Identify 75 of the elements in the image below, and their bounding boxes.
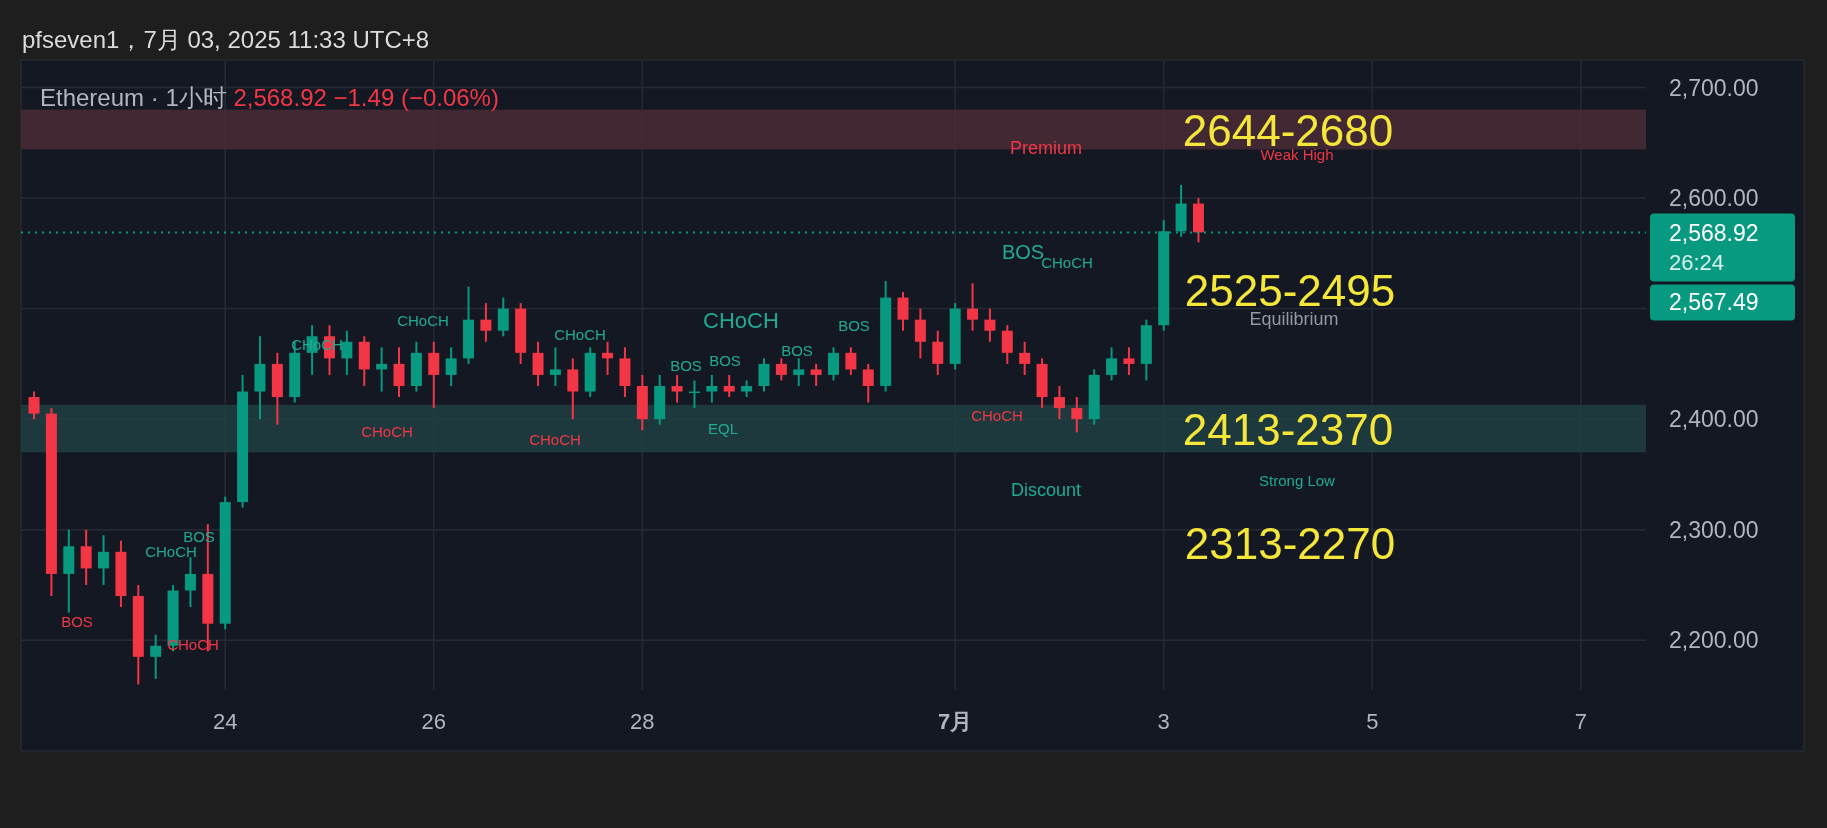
chart-title: pfseven1，7月 03, 2025 11:33 UTC+8 [22,26,430,53]
annotation: Equilibrium [1249,309,1339,329]
y-tick-label: 2,200.00 [1669,627,1759,654]
candlestick [862,362,874,404]
annotation: CHoCH [703,308,779,333]
x-tick-label: 24 [212,709,238,734]
candlestick [706,373,718,404]
annotation: CHoCH [397,312,449,329]
annotation: BOS [781,342,813,359]
candlestick [1123,346,1135,376]
candlestick [184,556,196,609]
candlestick [28,390,40,421]
candlestick [1053,385,1065,421]
candlestick [967,282,979,332]
y-tick-label: 2,300.00 [1669,516,1759,543]
x-tick-label: 28 [630,709,655,734]
text: Ethereum · 1小时 [40,84,234,111]
annotation: BOS [61,613,93,630]
candlestick [897,291,909,332]
candlestick [1001,324,1013,365]
annotation: CHoCH [145,543,197,560]
candlestick [793,357,805,387]
candlestick [810,362,822,387]
x-tick-label: 7月 [938,709,973,734]
candlestick [549,346,561,387]
x-tick-label: 26 [421,709,447,734]
candlestick [845,346,857,376]
candlestick [723,373,735,399]
candlestick [480,302,492,343]
candlestick [376,346,388,393]
annotation: BOS [838,317,870,334]
candlestick [932,329,944,376]
candlestick [775,357,787,382]
annotation: Strong Low [1259,472,1336,489]
candlestick [1071,396,1083,434]
candlestick [445,346,457,387]
candlestick [984,307,996,343]
x-tick-label: 5 [1366,709,1379,734]
annotation: CHoCH [971,407,1023,424]
candlestick [98,534,110,586]
candlestick [80,528,92,586]
candlestick [497,296,509,338]
candlestick [828,346,839,382]
annotation: Weak High [1260,146,1334,163]
candlestick [1106,346,1118,382]
annotation: 2,568.92 −1.49 (−0.06%) [233,84,499,111]
candlestick [428,340,440,410]
candlestick [602,340,614,376]
annotation: BOS [709,352,741,369]
annotation: Premium [1009,138,1083,158]
candlestick [567,357,579,421]
annotation: Discount [1010,480,1082,500]
candlestick [341,329,353,376]
band-label: 2413-2370 [1182,404,1394,454]
candlestick [150,633,162,680]
x-tick-label: 3 [1157,709,1170,734]
annotation: CHoCH [529,431,581,448]
y-tick-label: 2,600.00 [1669,185,1759,212]
candlestick [393,346,405,399]
x-tick-label: 7 [1574,709,1587,734]
text: 26:24 [1669,250,1725,276]
candlestick [914,307,926,360]
annotation: EQL [707,420,739,437]
candlestick [671,373,683,404]
candlestick [1019,340,1031,376]
annotation: BOS [670,357,702,374]
candlestick [758,357,770,393]
annotation: 2313-2270 [1184,519,1396,568]
annotation: CHoCH [361,423,413,440]
ref-line-label: 2,568.92 [1669,220,1759,247]
annotation: CHoCH [554,326,606,343]
y-tick-label: 2,700.00 [1669,74,1759,101]
candlestick [532,340,544,387]
y-tick-label: 2,400.00 [1669,406,1759,433]
text: 2,567.49 [1669,289,1759,316]
